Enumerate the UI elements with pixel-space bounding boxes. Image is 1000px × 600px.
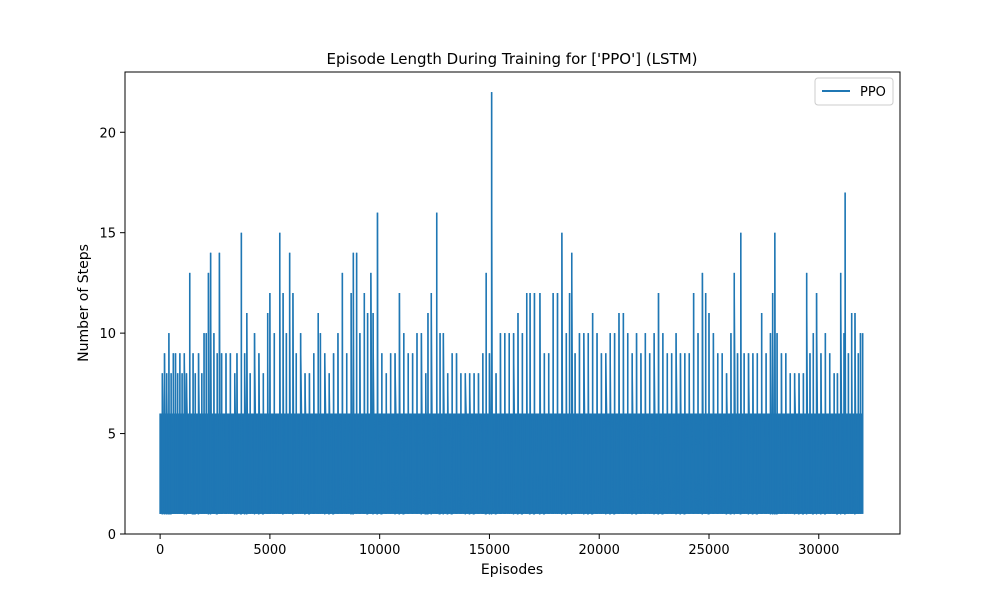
- y-tick-label: 5: [108, 428, 116, 443]
- x-tick-label: 15000: [469, 543, 510, 558]
- x-tick-label: 20000: [579, 543, 620, 558]
- y-axis-ticks: 0 5 10 15 20: [99, 126, 125, 543]
- x-tick-label: 0: [156, 543, 164, 558]
- y-tick-label: 20: [99, 126, 116, 141]
- x-tick-label: 25000: [688, 543, 729, 558]
- y-tick-label: 15: [99, 227, 116, 242]
- y-axis-label: Number of Steps: [76, 244, 92, 362]
- legend: PPO: [814, 77, 894, 106]
- plot-frame: [124, 71, 901, 535]
- x-axis-ticks: 0 5000 10000 15000 20000 25000 30000: [156, 534, 839, 558]
- y-tick-label: 10: [99, 327, 116, 342]
- legend-label-ppo: PPO: [860, 85, 886, 100]
- y-tick-label: 0: [108, 528, 116, 543]
- legend-box: [814, 77, 894, 106]
- series-layer: [159, 92, 864, 515]
- plot-area: [159, 92, 864, 515]
- x-tick-label: 30000: [798, 543, 839, 558]
- x-tick-label: 5000: [253, 543, 286, 558]
- series-ppo: [159, 92, 864, 515]
- x-axis-label: Episodes: [481, 562, 543, 578]
- chart-title: Episode Length During Training for ['PPO…: [326, 50, 697, 68]
- x-tick-label: 10000: [359, 543, 400, 558]
